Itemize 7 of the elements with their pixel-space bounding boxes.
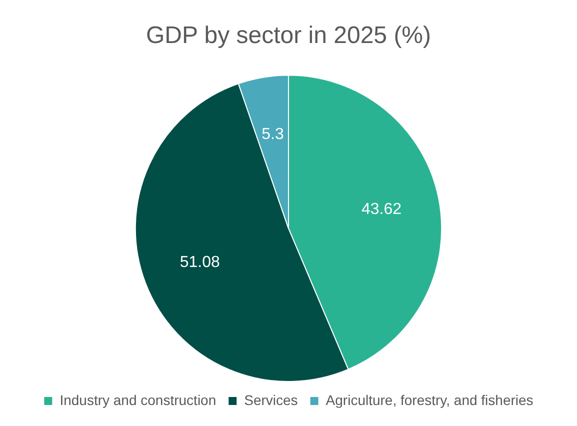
data-label: 51.08 [180,254,220,271]
data-label: 43.62 [362,200,402,218]
legend-label: Industry and construction [60,392,216,408]
legend-label: Agriculture, forestry, and fisheries [326,392,534,408]
chart-title: GDP by sector in 2025 (%) [146,22,432,50]
legend-label: Services [244,392,298,408]
data-label: 5.3 [262,126,284,144]
